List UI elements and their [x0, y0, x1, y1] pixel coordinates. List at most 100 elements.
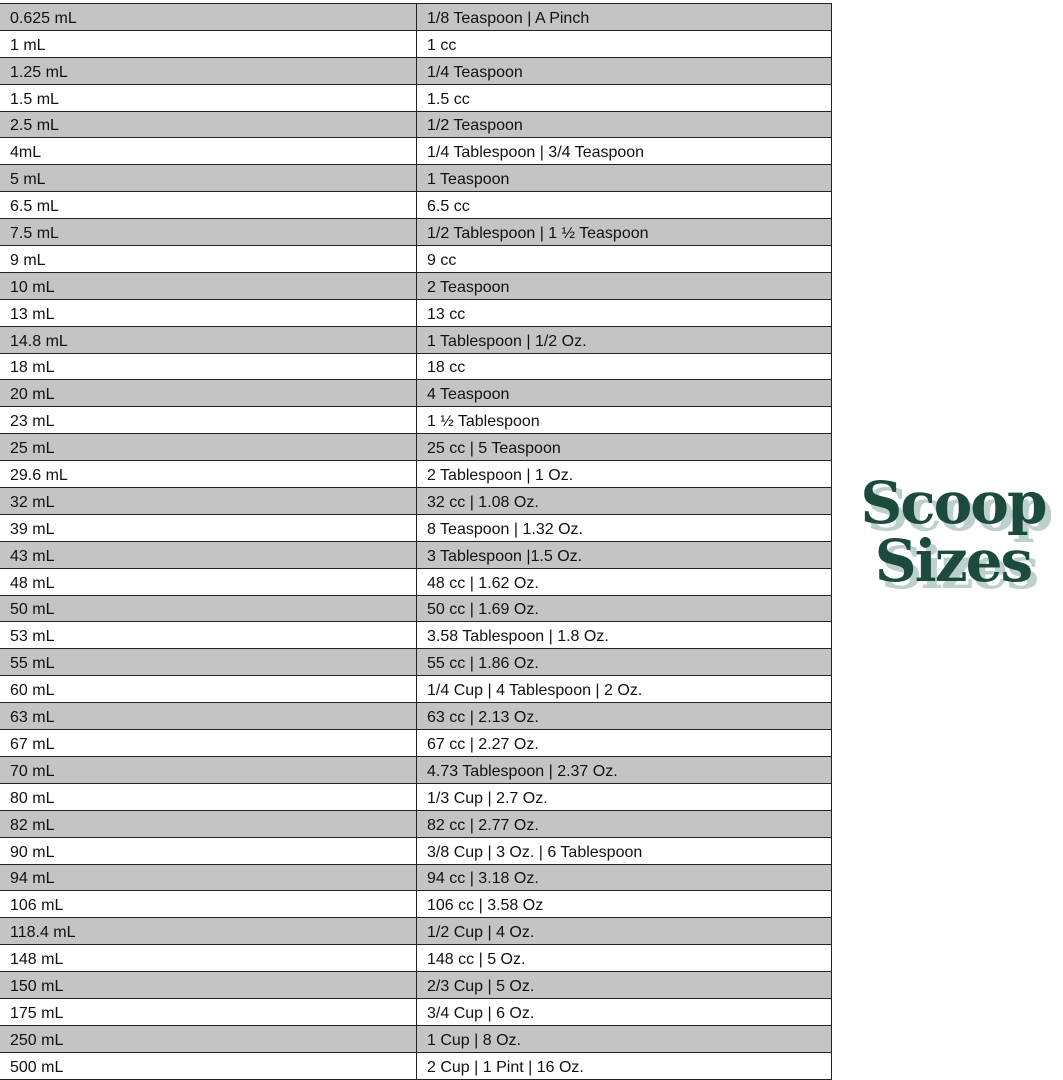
equivalent-measure-cell: 3 Tablespoon |1.5 Oz. — [416, 540, 832, 569]
equivalent-measure-cell: 8 Teaspoon | 1.32 Oz. — [416, 513, 832, 542]
metric-volume-cell: 29.6 mL — [0, 460, 417, 488]
equivalent-measure-cell: 1/2 Tablespoon | 1 ½ Teaspoon — [416, 218, 832, 246]
metric-volume-cell: 13 mL — [0, 298, 417, 327]
equivalent-measure-cell: 55 cc | 1.86 Oz. — [416, 648, 832, 676]
equivalent-measure-cell: 3/4 Cup | 6 Oz. — [416, 997, 832, 1026]
metric-volume-cell: 150 mL — [0, 971, 417, 999]
metric-volume-cell: 63 mL — [0, 702, 417, 730]
metric-volume-cell: 14.8 mL — [0, 325, 417, 354]
table-row: 118.4 mL 1/2 Cup | 4 Oz. — [0, 917, 832, 945]
table-row: 23 mL 1 ½ Tablespoon — [0, 406, 832, 434]
scoop-size-table: 0.625 mL 1/8 Teaspoon | A Pinch 1 mL 1 cc 1.… — [0, 3, 832, 1080]
table-row: 2.5 mL 1/2 Teaspoon — [0, 110, 832, 138]
metric-volume-cell: 10 mL — [0, 271, 417, 300]
equivalent-measure-cell: 50 cc | 1.69 Oz. — [416, 594, 832, 622]
metric-volume-cell: 70 mL — [0, 755, 417, 784]
equivalent-measure-cell: 63 cc | 2.13 Oz. — [416, 702, 832, 730]
equivalent-measure-cell: 1 Tablespoon | 1/2 Oz. — [416, 325, 832, 354]
table-row: 82 mL 82 cc | 2.77 Oz. — [0, 809, 832, 838]
metric-volume-cell: 32 mL — [0, 487, 417, 515]
equivalent-measure-cell: 106 cc | 3.58 Oz — [416, 890, 832, 918]
table-row: 9 mL 9 cc — [0, 245, 832, 273]
table-row: 0.625 mL 1/8 Teaspoon | A Pinch — [0, 3, 832, 31]
metric-volume-cell: 80 mL — [0, 782, 417, 811]
table-row: 94 mL 94 cc | 3.18 Oz. — [0, 863, 832, 891]
table-row: 90 mL 3/8 Cup | 3 Oz. | 6 Tablespoon — [0, 836, 832, 864]
equivalent-measure-cell: 2/3 Cup | 5 Oz. — [416, 971, 832, 999]
equivalent-measure-cell: 2 Teaspoon — [416, 271, 832, 300]
metric-volume-cell: 60 mL — [0, 675, 417, 703]
table-row: 4mL 1/4 Tablespoon | 3/4 Teaspoon — [0, 137, 832, 165]
metric-volume-cell: 0.625 mL — [0, 3, 417, 31]
metric-volume-cell: 148 mL — [0, 944, 417, 972]
equivalent-measure-cell: 9 cc — [416, 245, 832, 273]
metric-volume-cell: 5 mL — [0, 164, 417, 192]
table-row: 67 mL 67 cc | 2.27 Oz. — [0, 729, 832, 757]
metric-volume-cell: 2.5 mL — [0, 110, 417, 138]
table-row: 500 mL 2 Cup | 1 Pint | 16 Oz. — [0, 1051, 832, 1080]
table-row: 50 mL 50 cc | 1.69 Oz. — [0, 594, 832, 622]
metric-volume-cell: 18 mL — [0, 352, 417, 380]
metric-volume-cell: 82 mL — [0, 809, 417, 838]
metric-volume-cell: 1.25 mL — [0, 56, 417, 85]
table-row: 10 mL 2 Teaspoon — [0, 271, 832, 300]
table-row: 5 mL 1 Teaspoon — [0, 164, 832, 192]
equivalent-measure-cell: 4 Teaspoon — [416, 379, 832, 407]
equivalent-measure-cell: 13 cc — [416, 298, 832, 327]
metric-volume-cell: 1 mL — [0, 29, 417, 58]
metric-volume-cell: 106 mL — [0, 890, 417, 918]
table-row: 250 mL 1 Cup | 8 Oz. — [0, 1024, 832, 1053]
equivalent-measure-cell: 1 Cup | 8 Oz. — [416, 1024, 832, 1053]
metric-volume-cell: 43 mL — [0, 540, 417, 569]
table-row: 70 mL 4.73 Tablespoon | 2.37 Oz. — [0, 755, 832, 784]
table-row: 29.6 mL 2 Tablespoon | 1 Oz. — [0, 460, 832, 488]
table-row: 48 mL 48 cc | 1.62 Oz. — [0, 567, 832, 596]
metric-volume-cell: 23 mL — [0, 406, 417, 434]
table-row: 63 mL 63 cc | 2.13 Oz. — [0, 702, 832, 730]
equivalent-measure-cell: 148 cc | 5 Oz. — [416, 944, 832, 972]
table-row: 20 mL 4 Teaspoon — [0, 379, 832, 407]
equivalent-measure-cell: 67 cc | 2.27 Oz. — [416, 729, 832, 757]
metric-volume-cell: 90 mL — [0, 836, 417, 864]
equivalent-measure-cell: 25 cc | 5 Teaspoon — [416, 433, 832, 461]
equivalent-measure-cell: 1.5 cc — [416, 83, 832, 112]
metric-volume-cell: 9 mL — [0, 245, 417, 273]
table-row: 43 mL 3 Tablespoon |1.5 Oz. — [0, 540, 832, 569]
metric-volume-cell: 53 mL — [0, 621, 417, 649]
metric-volume-cell: 500 mL — [0, 1051, 417, 1080]
table-row: 150 mL 2/3 Cup | 5 Oz. — [0, 971, 832, 999]
metric-volume-cell: 50 mL — [0, 594, 417, 622]
metric-volume-cell: 67 mL — [0, 729, 417, 757]
metric-volume-cell: 1.5 mL — [0, 83, 417, 112]
table-row: 13 mL 13 cc — [0, 298, 832, 327]
metric-volume-cell: 175 mL — [0, 997, 417, 1026]
table-row: 175 mL 3/4 Cup | 6 Oz. — [0, 997, 832, 1026]
title-line-1: Scoop — [860, 469, 1047, 537]
equivalent-measure-cell: 2 Cup | 1 Pint | 16 Oz. — [416, 1051, 832, 1080]
equivalent-measure-cell: 1/4 Tablespoon | 3/4 Teaspoon — [416, 137, 832, 165]
table-row: 106 mL 106 cc | 3.58 Oz — [0, 890, 832, 918]
table-row: 80 mL 1/3 Cup | 2.7 Oz. — [0, 782, 832, 811]
table-row: 55 mL 55 cc | 1.86 Oz. — [0, 648, 832, 676]
equivalent-measure-cell: 32 cc | 1.08 Oz. — [416, 487, 832, 515]
table-row: 60 mL 1/4 Cup | 4 Tablespoon | 2 Oz. — [0, 675, 832, 703]
equivalent-measure-cell: 1/2 Teaspoon — [416, 110, 832, 138]
equivalent-measure-cell: 3.58 Tablespoon | 1.8 Oz. — [416, 621, 832, 649]
table-row: 1.5 mL 1.5 cc — [0, 83, 832, 112]
equivalent-measure-cell: 1/4 Cup | 4 Tablespoon | 2 Oz. — [416, 675, 832, 703]
equivalent-measure-cell: 1 cc — [416, 29, 832, 58]
table-row: 7.5 mL 1/2 Tablespoon | 1 ½ Teaspoon — [0, 218, 832, 246]
table-row: 32 mL 32 cc | 1.08 Oz. — [0, 487, 832, 515]
equivalent-measure-cell: 2 Tablespoon | 1 Oz. — [416, 460, 832, 488]
equivalent-measure-cell: 1 Teaspoon — [416, 164, 832, 192]
table-row: 1.25 mL 1/4 Teaspoon — [0, 56, 832, 85]
metric-volume-cell: 48 mL — [0, 567, 417, 596]
table-row: 39 mL 8 Teaspoon | 1.32 Oz. — [0, 513, 832, 542]
equivalent-measure-cell: 1/2 Cup | 4 Oz. — [416, 917, 832, 945]
metric-volume-cell: 118.4 mL — [0, 917, 417, 945]
scoop-sizes-title: Scoop Sizes — [848, 474, 1058, 590]
metric-volume-cell: 25 mL — [0, 433, 417, 461]
metric-volume-cell: 20 mL — [0, 379, 417, 407]
equivalent-measure-cell: 94 cc | 3.18 Oz. — [416, 863, 832, 891]
metric-volume-cell: 7.5 mL — [0, 218, 417, 246]
